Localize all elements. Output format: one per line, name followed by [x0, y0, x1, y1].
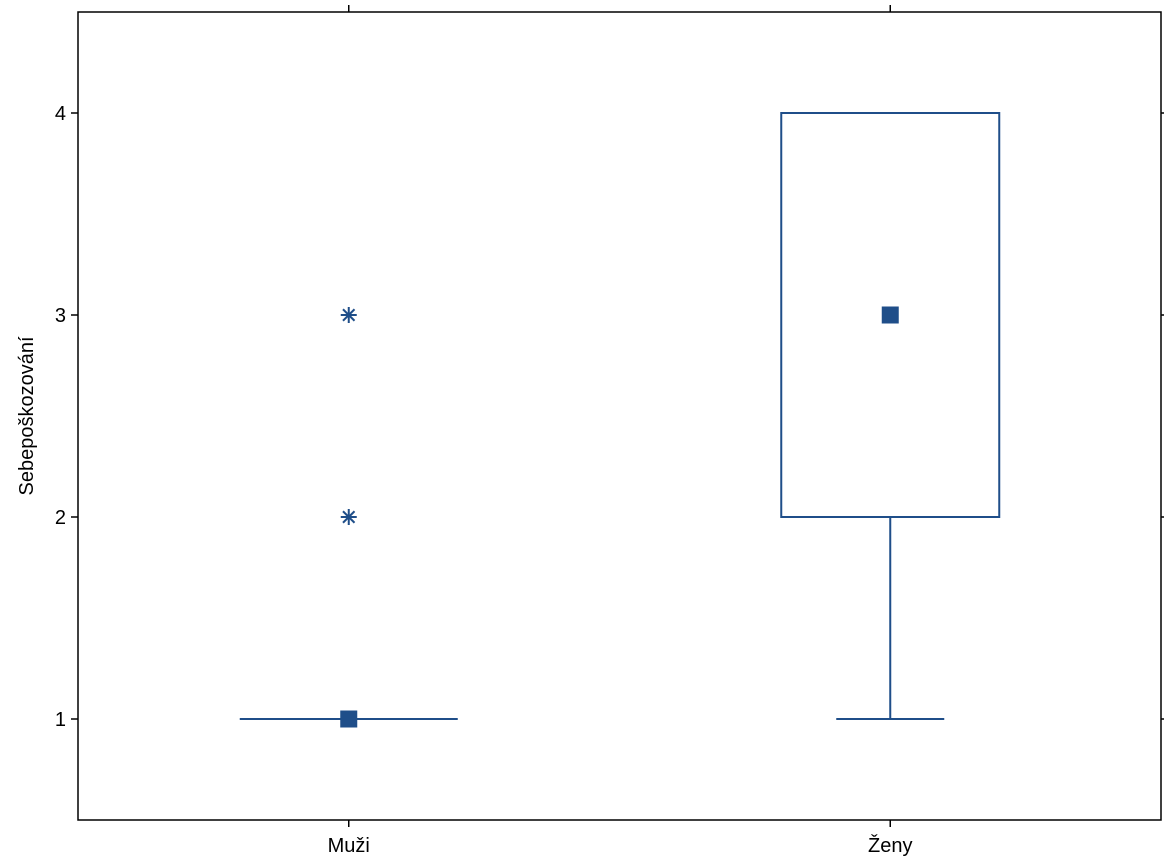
y-tick-label: 4 [55, 103, 66, 125]
y-tick-label: 1 [55, 709, 66, 731]
box-group [239, 307, 458, 728]
y-tick-label: 3 [55, 305, 66, 327]
x-axis: Muži Ženy [328, 5, 912, 857]
median-marker [881, 306, 899, 324]
outlier-stroke [342, 510, 356, 524]
x-tick-label: Muži [328, 835, 370, 857]
median-marker [340, 710, 358, 728]
outlier-stroke [342, 308, 356, 322]
boxes-layer [239, 112, 1001, 728]
plot-frame [77, 11, 1162, 821]
x-tick-label: Ženy [868, 834, 912, 857]
y-tick-label: 2 [55, 507, 66, 529]
y-axis: 1 2 3 4 [55, 103, 1164, 731]
outlier-marker [340, 307, 357, 323]
box-group [780, 112, 1001, 720]
outlier-marker [340, 509, 357, 525]
box-rect [780, 112, 1001, 518]
y-axis-label: Sebepoškozování [16, 336, 38, 495]
